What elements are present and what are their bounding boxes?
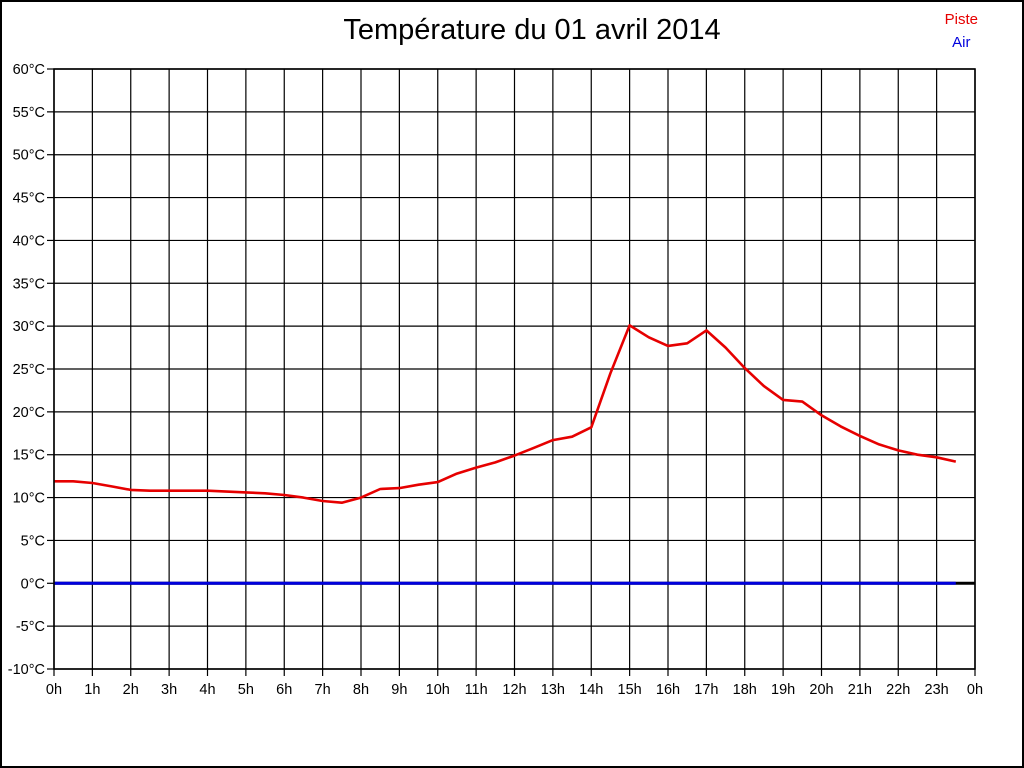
x-tick-label: 23h — [925, 682, 949, 698]
x-tick-label: 9h — [391, 682, 407, 698]
x-tick-label: 11h — [465, 682, 488, 698]
x-tick-label: 13h — [541, 682, 565, 698]
y-tick-label: 20°C — [13, 405, 45, 421]
x-tick-label: 17h — [694, 682, 718, 698]
y-tick-label: 0°C — [21, 576, 45, 592]
y-tick-label: 35°C — [13, 276, 45, 292]
x-tick-label: 1h — [84, 682, 100, 698]
legend-item-air: Air — [952, 34, 971, 51]
x-tick-label: 18h — [733, 682, 757, 698]
y-tick-label: 30°C — [13, 319, 45, 335]
x-tick-label: 0h — [967, 682, 983, 698]
plot-frame — [53, 68, 976, 670]
y-tick-label: 25°C — [13, 362, 45, 378]
legend: Piste Air — [945, 12, 978, 51]
x-tick-label: 6h — [276, 682, 292, 698]
x-tick-label: 2h — [123, 682, 139, 698]
y-tick-label: 50°C — [13, 148, 45, 164]
x-tick-label: 10h — [426, 682, 450, 698]
x-tick-label: 16h — [656, 682, 680, 698]
y-tick-label: 40°C — [13, 233, 45, 249]
x-tick-label: 15h — [618, 682, 642, 698]
x-tick-label: 7h — [315, 682, 331, 698]
x-tick-label: 20h — [809, 682, 833, 698]
y-tick-label: 10°C — [13, 491, 45, 507]
x-tick-label: 5h — [238, 682, 254, 698]
x-tick-label: 0h — [46, 682, 62, 698]
x-tick-label: 4h — [199, 682, 215, 698]
x-tick-label: 8h — [353, 682, 369, 698]
y-tick-label: -10°C — [8, 662, 45, 678]
x-tick-label: 21h — [848, 682, 872, 698]
y-tick-label: 15°C — [13, 448, 45, 464]
y-tick-label: 55°C — [13, 105, 45, 121]
series-piste-line — [54, 323, 957, 505]
x-tick-label: 19h — [771, 682, 795, 698]
x-tick-label: 3h — [161, 682, 177, 698]
x-tick-label: 22h — [886, 682, 910, 698]
y-tick-label: -5°C — [16, 619, 45, 635]
chart-title: Température du 01 avril 2014 — [343, 14, 721, 46]
y-tick-label: 60°C — [13, 62, 45, 78]
y-tick-label: 5°C — [21, 533, 45, 549]
x-tick-label: 12h — [502, 682, 526, 698]
legend-item-piste: Piste — [944, 11, 978, 28]
y-tick-label: 45°C — [13, 191, 45, 207]
x-tick-label: 14h — [579, 682, 603, 698]
